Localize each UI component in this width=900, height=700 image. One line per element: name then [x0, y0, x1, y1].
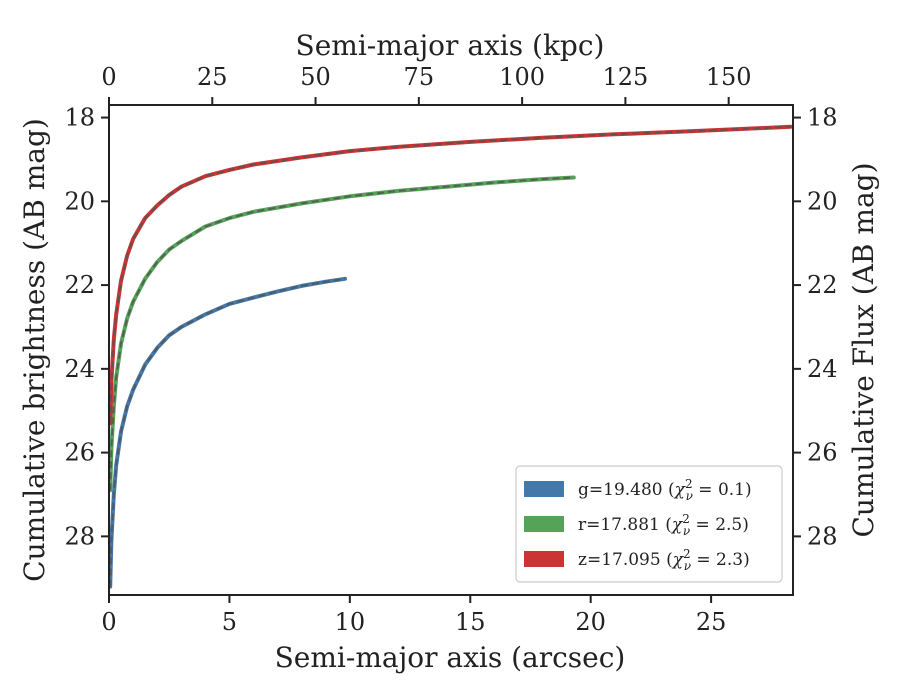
y-tick-label-right: 22: [807, 271, 838, 299]
y-tick-label-left: 22: [64, 271, 95, 299]
x-tick-label: 5: [222, 608, 237, 636]
series-model-r: [109, 176, 574, 491]
legend: g=19.480 (χ2 ν = 0.1) r=17.881 (χ2 ν = 2.5)…: [515, 465, 783, 583]
x-top-tick-label: 50: [300, 63, 331, 91]
y-axis-label-right: Cumulative Flux (AB mag): [847, 162, 880, 537]
y-tick-label-right: 28: [807, 522, 838, 550]
legend-label-g: g=19.480 (χ2 ν = 0.1): [578, 477, 752, 503]
x-tick-label: 20: [575, 608, 606, 636]
x-top-tick-label: 100: [499, 63, 545, 91]
legend-label-r: r=17.881 (χ2 ν = 2.5): [578, 512, 749, 538]
series-line-r: [109, 175, 576, 493]
x-top-tick-label: 25: [197, 63, 228, 91]
y-tick-label-left: 24: [64, 355, 95, 383]
y-tick-label-right: 18: [807, 104, 838, 132]
y-tick-label-left: 20: [64, 187, 95, 215]
x-tick-label: 25: [696, 608, 727, 636]
legend-swatch-g: [524, 481, 564, 497]
x-tick-label: 10: [335, 608, 366, 636]
legend-swatch-z: [524, 551, 564, 567]
legend-box: [515, 465, 783, 583]
legend-label-z: z=17.095 (χ2 ν = 2.3): [578, 547, 750, 573]
series-model-g: [109, 277, 346, 587]
x-tick-label: 0: [101, 608, 116, 636]
axes-layer: 0 5 10 15 20 25 0 25 50 75 100 125 150 18 18 20 20 22 22 24…: [64, 63, 837, 636]
y-tick-label-left: 26: [64, 439, 95, 467]
series-layer: [109, 124, 793, 589]
series-line-z: [109, 124, 793, 426]
y-tick-label-right: 24: [807, 355, 838, 383]
x-top-tick-label: 125: [602, 63, 648, 91]
x-axis-label-top: Semi-major axis (kpc): [296, 29, 605, 62]
y-tick-label-right: 26: [807, 439, 838, 467]
legend-swatch-r: [524, 516, 564, 532]
y-tick-label-left: 28: [64, 522, 95, 550]
y-tick-label-right: 20: [807, 187, 838, 215]
plot-frame: [108, 104, 794, 596]
x-top-tick-label: 150: [706, 63, 752, 91]
y-tick-label-left: 18: [64, 104, 95, 132]
y-axis-label-left: Cumulative brightness (AB mag): [18, 118, 51, 582]
series-model-z: [109, 125, 791, 424]
x-tick-label: 15: [455, 608, 486, 636]
series-line-g: [109, 276, 347, 589]
x-axis-label-bottom: Semi-major axis (arcsec): [275, 641, 626, 674]
x-top-tick-label: 75: [404, 63, 435, 91]
x-top-tick-label: 0: [101, 63, 116, 91]
